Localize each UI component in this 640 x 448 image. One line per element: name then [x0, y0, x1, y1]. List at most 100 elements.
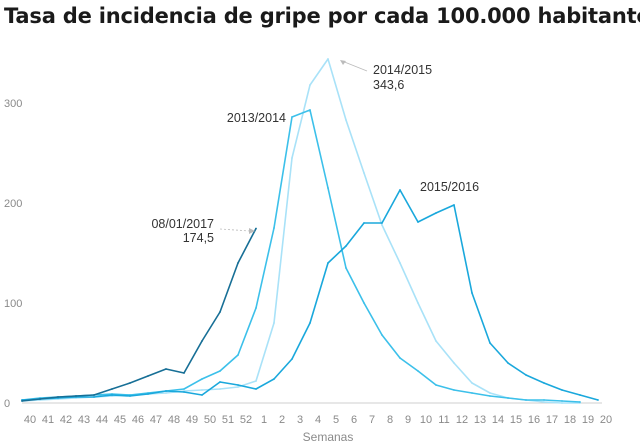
- data-point-2015-2016: [507, 362, 509, 364]
- series-line-2016-2017: [21, 228, 257, 402]
- data-point-2014-2015: [381, 224, 383, 226]
- data-point-2015-2016: [417, 221, 419, 223]
- x-tick-label: 43: [78, 414, 90, 426]
- y-tick-label: 100: [4, 298, 22, 310]
- value-label: 174,5: [183, 231, 214, 245]
- data-point-2015-2016: [237, 384, 239, 386]
- data-point-2015-2016: [111, 394, 113, 396]
- data-point-2014-2015: [471, 382, 473, 384]
- data-point-2013-2014: [219, 370, 221, 372]
- data-point-2015-2016: [273, 378, 275, 380]
- data-point-2015-2016: [309, 322, 311, 324]
- y-tick-label: 300: [4, 98, 22, 110]
- data-point-2015-2016: [291, 358, 293, 360]
- data-point-2014-2015: [345, 119, 347, 121]
- x-tick-label: 11: [438, 414, 449, 426]
- data-point-2015-2016: [525, 374, 527, 376]
- data-point-2014-2015: [435, 340, 437, 342]
- data-point-2015-2016: [93, 396, 95, 398]
- series-label: 2013/2014: [227, 111, 286, 125]
- x-tick-label: 15: [510, 414, 522, 426]
- data-point-2015-2016: [471, 292, 473, 294]
- data-point-2013-2014: [255, 307, 257, 309]
- data-point-2015-2016: [345, 245, 347, 247]
- data-point-2013-2014: [543, 399, 545, 401]
- data-point-2015-2016: [399, 189, 401, 191]
- x-tick-label: 18: [564, 414, 576, 426]
- x-tick-label: 46: [132, 414, 144, 426]
- x-tick-label: 47: [150, 414, 162, 426]
- x-tick-label: 42: [60, 414, 72, 426]
- data-point-2015-2016: [219, 381, 221, 383]
- x-tick-label: 5: [333, 414, 339, 426]
- x-tick-label: 4: [315, 414, 321, 426]
- data-point-2014-2015: [543, 401, 545, 403]
- data-point-2013-2014: [417, 370, 419, 372]
- data-point-2016-2017: [111, 388, 113, 390]
- data-point-2014-2015: [291, 157, 293, 159]
- x-tick-label: 10: [420, 414, 432, 426]
- x-tick-label: 44: [96, 414, 108, 426]
- data-point-2016-2017: [21, 400, 23, 402]
- data-point-2015-2016: [381, 222, 383, 224]
- data-point-2015-2016: [129, 395, 131, 397]
- data-point-2016-2017: [75, 395, 77, 397]
- data-point-2013-2014: [237, 354, 239, 356]
- data-point-2014-2015: [363, 172, 365, 174]
- value-label: 343,6: [373, 78, 404, 92]
- series-label: 2015/2016: [420, 180, 479, 194]
- chart-title: Tasa de incidencia de gripe por cada 100…: [4, 4, 640, 28]
- data-point-2014-2015: [273, 322, 275, 324]
- x-tick-label: 45: [114, 414, 126, 426]
- data-point-2014-2015: [417, 302, 419, 304]
- data-point-2014-2015: [237, 386, 239, 388]
- data-point-2013-2014: [561, 400, 563, 402]
- x-tick-label: 2: [279, 414, 285, 426]
- data-point-2015-2016: [489, 342, 491, 344]
- x-tick-label: 20: [600, 414, 612, 426]
- data-point-2015-2016: [579, 394, 581, 396]
- data-point-2016-2017: [93, 394, 95, 396]
- data-point-2016-2017: [237, 262, 239, 264]
- leader-arrow: [249, 228, 255, 234]
- x-tick-label: 51: [222, 414, 234, 426]
- leader-line: [341, 60, 368, 72]
- data-point-2013-2014: [489, 395, 491, 397]
- data-point-2014-2015: [327, 58, 329, 60]
- data-point-2013-2014: [507, 397, 509, 399]
- data-point-2015-2016: [327, 262, 329, 264]
- data-point-2013-2014: [525, 399, 527, 401]
- data-point-2013-2014: [327, 187, 329, 189]
- leader-line: [219, 228, 251, 232]
- x-tick-label: 6: [351, 414, 357, 426]
- data-point-2015-2016: [453, 204, 455, 206]
- data-point-2016-2017: [183, 372, 185, 374]
- data-point-2016-2017: [129, 382, 131, 384]
- data-point-2013-2014: [399, 357, 401, 359]
- data-point-2014-2015: [453, 362, 455, 364]
- data-point-2013-2014: [453, 389, 455, 391]
- data-point-2016-2017: [165, 368, 167, 370]
- x-tick-label: 7: [369, 414, 375, 426]
- series-line-2015-2016: [21, 189, 599, 401]
- x-tick-label: 3: [297, 414, 303, 426]
- series-line-2014-2015: [21, 58, 580, 404]
- x-tick-label: 40: [24, 414, 36, 426]
- data-point-2016-2017: [219, 311, 221, 313]
- x-tick-label: 16: [528, 414, 540, 426]
- y-tick-label: 0: [4, 398, 10, 410]
- data-point-2016-2017: [39, 398, 41, 400]
- y-tick-label: 200: [4, 198, 22, 210]
- data-point-2013-2014: [381, 334, 383, 336]
- x-tick-label: 17: [546, 414, 558, 426]
- data-point-2014-2015: [489, 392, 491, 394]
- data-point-2015-2016: [435, 212, 437, 214]
- data-point-2015-2016: [561, 389, 563, 391]
- x-tick-label: 14: [492, 414, 504, 426]
- data-point-2013-2014: [435, 384, 437, 386]
- series-label: 2014/2015: [373, 63, 432, 77]
- data-point-2014-2015: [165, 392, 167, 394]
- data-point-2013-2014: [201, 378, 203, 380]
- data-point-2015-2016: [147, 393, 149, 395]
